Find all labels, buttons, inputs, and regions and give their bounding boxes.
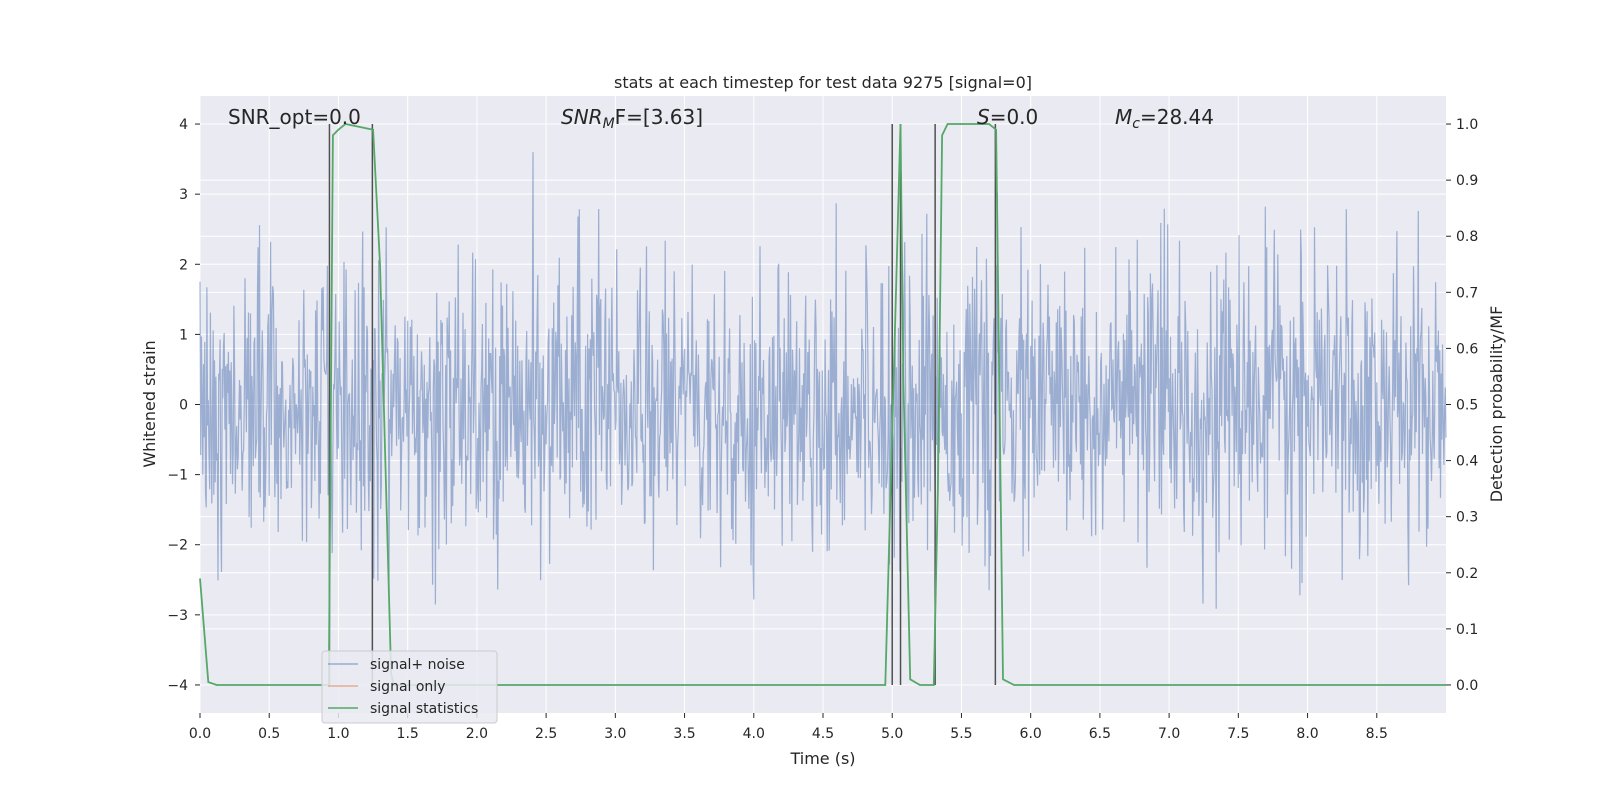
x-tick-label: 8.0 [1296, 726, 1318, 742]
x-tick-label: 0.0 [189, 726, 211, 742]
y-axis-label-right: Detection probability/MF [1487, 306, 1506, 503]
annotation-snr-mf: SNRMF=[3.63] [561, 105, 703, 132]
x-tick-label: 1.5 [397, 726, 419, 742]
snr-mf-sub: M [603, 116, 615, 132]
y-tick-label-left: 4 [179, 117, 188, 133]
y-tick-label-right: 0.3 [1456, 510, 1478, 526]
x-tick-label: 0.5 [258, 726, 280, 742]
y-tick-label-left: −4 [167, 678, 188, 694]
annotation-s: S=0.0 [977, 105, 1038, 129]
x-tick-label: 7.0 [1158, 726, 1180, 742]
y-tick-label-right: 0.9 [1456, 173, 1478, 189]
legend-box [321, 650, 498, 724]
y-tick-label-right: 0.0 [1456, 678, 1478, 694]
x-tick-label: 3.5 [673, 726, 695, 742]
y-ticks-left: 4 3 2 1 0 −1 −2 −3 −4 [167, 117, 200, 694]
x-tick-label: 2.5 [535, 726, 557, 742]
mc-rest: =28.44 [1140, 105, 1214, 129]
y-tick-label-left: −3 [167, 608, 188, 624]
x-tick-label: 3.0 [604, 726, 626, 742]
legend-label-signal-only: signal only [370, 679, 445, 695]
y-tick-label-right: 0.1 [1456, 622, 1478, 638]
y-tick-label-left: 0 [179, 398, 188, 414]
snr-mf-main: SNR [561, 105, 603, 129]
x-tick-label: 2.0 [466, 726, 488, 742]
mc-main: M [1115, 105, 1132, 129]
chart-title: stats at each timestep for test data 927… [614, 73, 1032, 92]
noise-line [199, 152, 1447, 609]
y-tick-label-right: 0.4 [1456, 454, 1478, 470]
x-tick-label: 6.0 [1020, 726, 1042, 742]
legend: signal+ noise signal only signal statist… [321, 650, 498, 724]
y-tick-label-right: 0.2 [1456, 566, 1478, 582]
y-tick-label-right: 0.6 [1456, 341, 1478, 357]
y-ticks-right: 1.0 0.9 0.8 0.7 0.6 0.5 0.4 0.3 0.2 0.1 0.0 [1446, 117, 1478, 694]
s-rest: =0.0 [990, 105, 1039, 129]
y-tick-label-left: 2 [179, 257, 188, 273]
y-axis-label-left: Whitened strain [140, 340, 159, 467]
x-axis-label: Time (s) [789, 749, 855, 768]
series-signal-noise [199, 152, 1447, 609]
x-tick-label: 5.0 [881, 726, 903, 742]
y-tick-label-left: 3 [179, 187, 188, 203]
y-tick-label-right: 0.8 [1456, 229, 1478, 245]
legend-label-signal-noise: signal+ noise [370, 657, 465, 673]
y-tick-label-right: 0.7 [1456, 285, 1478, 301]
series-signal-statistics [199, 123, 1446, 686]
y-tick-label-left: −2 [167, 538, 188, 554]
x-tick-label: 4.5 [812, 726, 834, 742]
y-tick-label-right: 0.5 [1456, 398, 1478, 414]
x-ticks: 0.0 0.5 1.0 1.5 2.0 2.5 3.0 3.5 4.0 4.5 5.0 5.5 6.0 6… [189, 713, 1388, 742]
x-tick-label: 8.5 [1366, 726, 1388, 742]
annotation-snr-opt: SNR_opt=0.0 [228, 105, 361, 129]
snr-mf-rest: F=[3.63] [615, 105, 703, 129]
x-tick-label: 4.0 [743, 726, 765, 742]
x-tick-label: 6.5 [1089, 726, 1111, 742]
s-italic: S [977, 105, 990, 129]
statistics-line [199, 123, 1446, 686]
legend-label-signal-statistics: signal statistics [370, 701, 478, 717]
y-tick-label-left: −1 [167, 468, 188, 484]
mc-sub: c [1132, 116, 1140, 132]
x-tick-label: 7.5 [1227, 726, 1249, 742]
y-tick-label-left: 1 [179, 327, 188, 343]
x-tick-label: 1.0 [327, 726, 349, 742]
y-tick-label-right: 1.0 [1456, 117, 1478, 133]
x-tick-label: 5.5 [950, 726, 972, 742]
annotation-mc: Mc=28.44 [1115, 105, 1214, 132]
